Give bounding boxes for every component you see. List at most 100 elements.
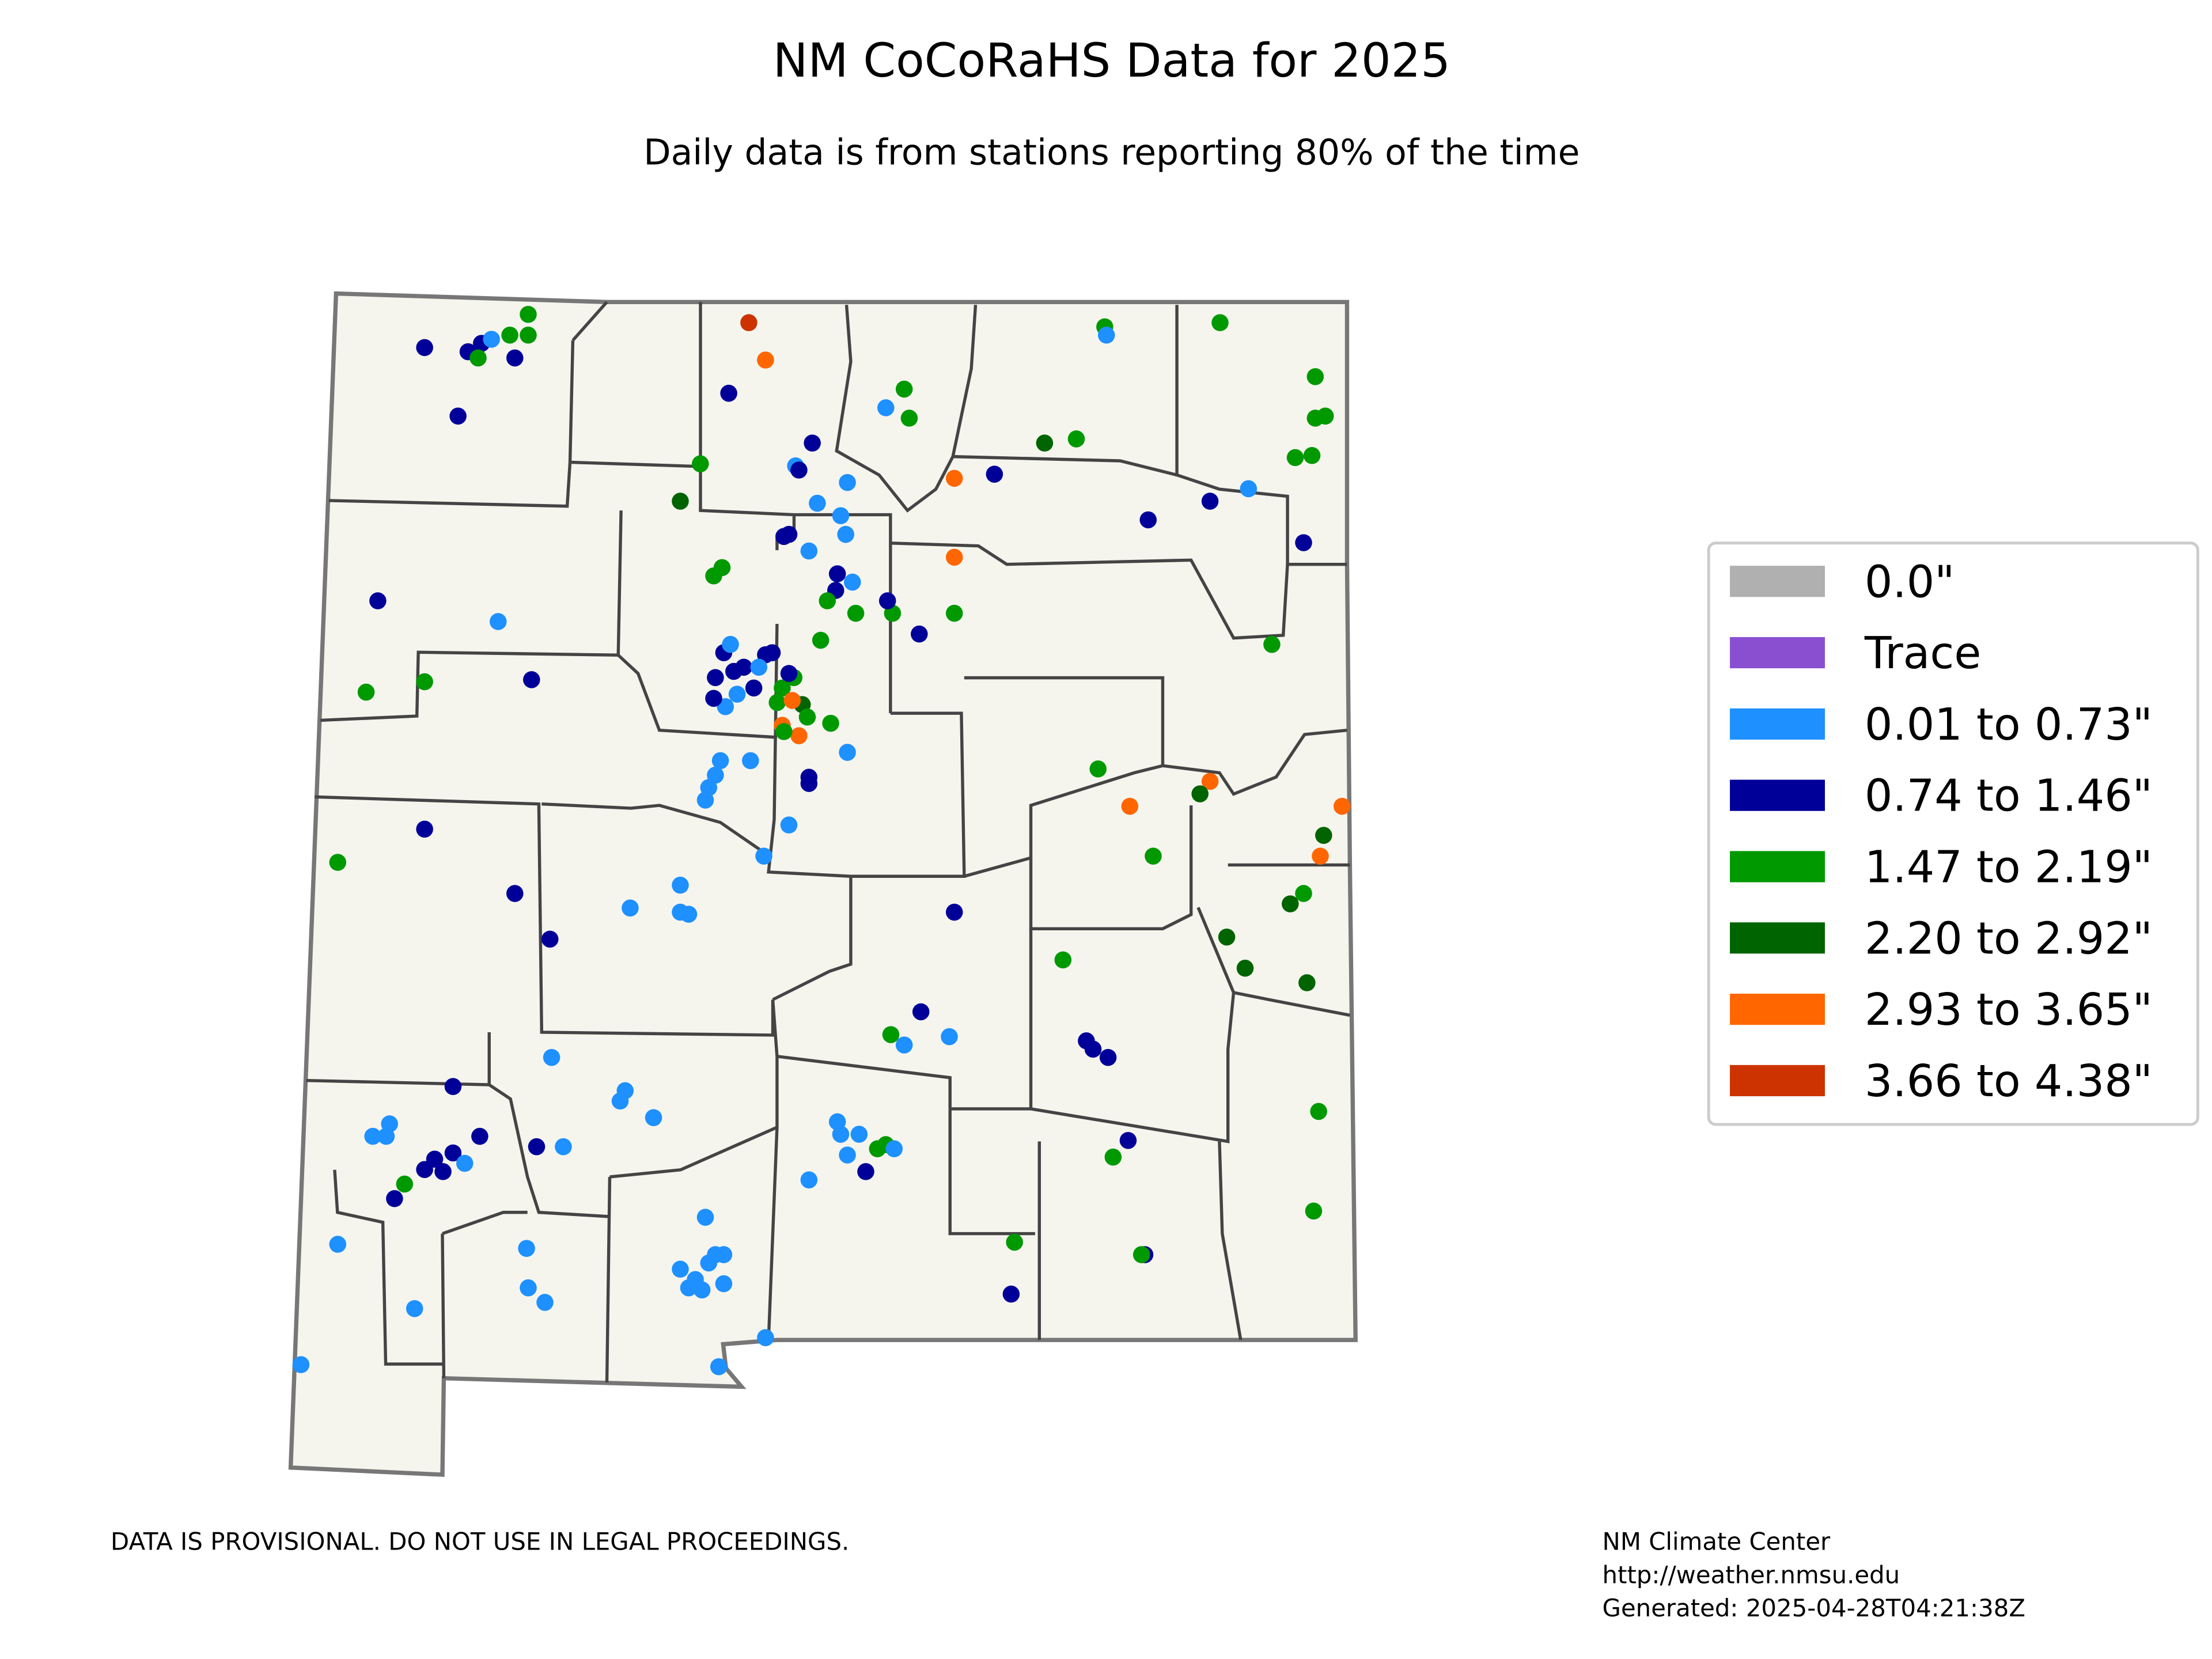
- station-dot: [1315, 827, 1332, 844]
- station-dot: [1295, 885, 1312, 902]
- legend-label: 2.20 to 2.92": [1865, 912, 2153, 964]
- station-dot: [1310, 1103, 1327, 1120]
- station-dot: [900, 410, 918, 427]
- station-dot: [768, 694, 786, 711]
- station-dot: [837, 525, 854, 543]
- legend-label: 2.93 to 3.65": [1865, 984, 2153, 1035]
- station-dot: [847, 604, 865, 622]
- legend-box: [1707, 541, 2199, 1126]
- station-dot: [369, 592, 387, 609]
- station-dot: [523, 671, 540, 688]
- station-dot: [1132, 1246, 1150, 1263]
- station-dot: [1303, 447, 1321, 464]
- station-dot: [878, 592, 896, 609]
- station-dot: [882, 1026, 900, 1043]
- station-dot: [364, 1127, 381, 1145]
- station-dot: [1211, 314, 1229, 331]
- station-dot: [416, 339, 433, 357]
- station-dot: [696, 791, 714, 809]
- station-dot: [1201, 772, 1219, 790]
- station-dot: [711, 752, 729, 770]
- stations: [292, 305, 1351, 1376]
- station-dot: [645, 1109, 662, 1126]
- station-dot: [1305, 1202, 1323, 1220]
- station-dot: [1067, 430, 1085, 448]
- title: NM CoCoRaHS Data for 2025: [773, 34, 1450, 88]
- legend-swatch: [1730, 708, 1825, 740]
- legend-swatch: [1730, 851, 1825, 882]
- station-dot: [622, 899, 639, 917]
- station-dot: [693, 1281, 711, 1299]
- station-dot: [1084, 1040, 1102, 1058]
- station-dot: [396, 1175, 414, 1193]
- station-dot: [528, 1138, 546, 1156]
- disclaimer: DATA IS PROVISIONAL. DO NOT USE IN LEGAL…: [111, 1527, 849, 1555]
- station-dot: [722, 635, 739, 653]
- legend-swatch: [1730, 994, 1825, 1025]
- station-dot: [774, 679, 791, 697]
- station-dot: [745, 679, 763, 697]
- station-dot: [757, 351, 774, 369]
- station-dot: [725, 662, 743, 680]
- station-dot: [1298, 974, 1316, 991]
- station-dot: [520, 1279, 537, 1297]
- station-dot: [680, 906, 698, 923]
- station-dot: [692, 455, 709, 472]
- credit-line: http://weather.nmsu.edu: [1603, 1560, 1900, 1589]
- station-dot: [763, 644, 781, 661]
- station-dot: [1312, 847, 1329, 865]
- station-dot: [780, 816, 798, 834]
- station-dot: [728, 685, 746, 703]
- station-dot: [444, 1144, 462, 1162]
- station-dot: [832, 1126, 850, 1143]
- station-dot: [672, 493, 689, 510]
- station-dot: [329, 1236, 347, 1253]
- legend-label: 0.01 to 0.73": [1865, 699, 2153, 750]
- station-dot: [839, 474, 856, 491]
- station-dot: [804, 434, 821, 452]
- station-dot: [895, 1036, 913, 1054]
- station-dot: [1218, 928, 1236, 946]
- station-dot: [877, 399, 895, 416]
- station-dot: [740, 314, 757, 331]
- station-dot: [757, 1329, 774, 1346]
- station-dot: [329, 854, 347, 871]
- station-dot: [775, 723, 793, 740]
- station-dot: [406, 1300, 423, 1317]
- station-dot: [506, 349, 524, 367]
- station-dot: [783, 692, 801, 709]
- station-dot: [1306, 368, 1324, 385]
- credit-line: Generated: 2025-04-28T04:21:38Z: [1603, 1594, 2025, 1622]
- station-dot: [800, 775, 818, 792]
- station-dot: [520, 305, 537, 323]
- station-dot: [1295, 534, 1312, 551]
- station-dot: [483, 331, 500, 348]
- legend-swatch: [1730, 566, 1825, 597]
- station-dot: [832, 507, 850, 525]
- station-dot: [520, 327, 537, 344]
- station-dot: [1282, 895, 1299, 912]
- legend-label: 3.66 to 4.38": [1865, 1055, 2153, 1107]
- station-dot: [1089, 760, 1107, 778]
- station-dot: [911, 625, 928, 643]
- station-dot: [543, 1048, 560, 1066]
- station-dot: [986, 465, 1003, 483]
- station-dot: [819, 592, 836, 609]
- station-dot: [1286, 449, 1304, 467]
- station-dot: [449, 407, 467, 425]
- station-dot: [444, 1078, 462, 1095]
- state-outline: [288, 291, 1358, 1477]
- station-dot: [616, 1082, 634, 1100]
- station-dot: [742, 752, 759, 770]
- station-dot: [912, 1003, 930, 1021]
- station-dot: [798, 709, 816, 726]
- station-dot: [945, 903, 963, 921]
- station-dot: [1006, 1233, 1023, 1251]
- legend-label: 1.47 to 2.19": [1865, 842, 2153, 893]
- station-dot: [416, 820, 433, 838]
- station-dot: [1104, 1148, 1122, 1166]
- station-dot: [536, 1294, 554, 1311]
- station-dot: [1099, 1048, 1117, 1066]
- station-dot: [790, 461, 808, 479]
